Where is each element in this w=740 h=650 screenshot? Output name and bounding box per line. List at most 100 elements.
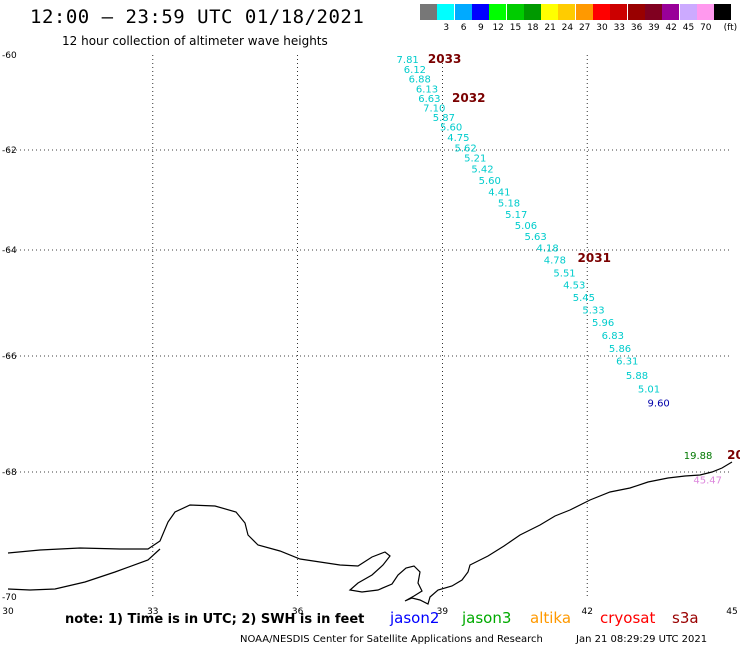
- latitude-tick-label: -66: [2, 352, 17, 362]
- wave-height-observation: 6.83: [602, 331, 624, 342]
- wave-height-observation: 4.18: [537, 244, 559, 255]
- wave-height-observation: 9.60: [648, 398, 670, 409]
- scale-label: 21: [544, 23, 556, 33]
- wave-height-observation: 6.31: [616, 357, 638, 368]
- wave-height-observation: 5.42: [471, 165, 493, 176]
- wave-height-observation: 4.41: [488, 188, 510, 199]
- wave-height-observation: 7.81: [397, 55, 419, 66]
- wave-height-observation: 5.06: [515, 221, 537, 232]
- scale-swatch: [523, 4, 541, 20]
- wave-height-observation: 5.96: [592, 318, 614, 329]
- latitude-tick-label: -68: [2, 468, 17, 478]
- pass-time-label: 20: [727, 448, 740, 462]
- wave-height-observation: 7.10: [423, 103, 445, 114]
- wave-height-observation: 5.51: [553, 268, 575, 279]
- scale-label: 39: [648, 23, 660, 33]
- wave-height-observation: 45.47: [693, 476, 722, 487]
- scale-label: 24: [561, 23, 574, 33]
- latitude-tick-label: -64: [2, 246, 17, 256]
- longitude-tick-label: 39: [437, 607, 449, 617]
- wave-height-observation: 5.21: [464, 154, 486, 165]
- longitude-tick-label: 45: [726, 607, 737, 617]
- wave-height-observation: 6.88: [409, 74, 431, 85]
- scale-swatch: [489, 4, 507, 20]
- wave-height-observation: 5.01: [638, 384, 660, 395]
- longitude-tick-label: 36: [292, 607, 304, 617]
- wave-height-observation: 4.75: [447, 133, 469, 144]
- scale-label: 30: [596, 23, 608, 33]
- wave-height-observation: 5.18: [498, 199, 520, 210]
- wave-height-observation: 5.62: [454, 144, 476, 155]
- scale-label: 3: [443, 23, 450, 33]
- wave-height-observation: 5.60: [440, 123, 462, 134]
- map-footer: NOAA/NESDIS Center for Satellite Applica…: [240, 634, 737, 645]
- credit-text: NOAA/NESDIS Center for Satellite Applica…: [240, 634, 543, 645]
- scale-unit: (ft): [723, 23, 738, 33]
- wave-height-observation: 5.88: [626, 371, 648, 382]
- map-title: 12:00 – 23:59 UTC 01/18/2021: [30, 6, 365, 28]
- wave-height-observation: 6.13: [416, 84, 438, 95]
- scale-swatch: [420, 4, 437, 20]
- wave-height-observation: 5.63: [524, 232, 546, 243]
- pass-time-label: 2033: [428, 52, 461, 66]
- scale-label: 6: [460, 23, 467, 33]
- scale-swatch: [471, 4, 489, 20]
- wave-height-observation: 4.53: [563, 280, 585, 291]
- wave-height-observation: 19.88: [684, 451, 713, 462]
- wave-height-observation: 5.60: [479, 176, 501, 187]
- scale-swatch: [437, 4, 455, 20]
- mission-legend-item: altika: [530, 609, 572, 627]
- scale-swatch: [662, 4, 680, 20]
- timestamp-text: Jan 21 08:29:29 UTC 2021: [576, 634, 708, 645]
- scale-label: 33: [613, 23, 626, 33]
- map-subtitle: 12 hour collection of altimeter wave hei…: [62, 34, 328, 48]
- scale-swatch: [610, 4, 628, 20]
- scale-label: 12: [492, 23, 504, 33]
- longitude-tick-label: 42: [581, 607, 592, 617]
- scale-swatch: [627, 4, 645, 20]
- mission-legend-item: s3a: [672, 609, 699, 627]
- latitude-tick-label: -62: [2, 146, 17, 156]
- latitude-tick-label: -60: [2, 51, 17, 61]
- scale-label: 9: [478, 23, 484, 33]
- scale-swatch: [541, 4, 559, 20]
- wave-height-observation: 5.45: [573, 293, 595, 304]
- scale-swatch: [558, 4, 576, 20]
- wave-height-observation: 5.86: [609, 344, 631, 355]
- antarctic-coastline: [7, 461, 733, 605]
- wave-height-observation: 5.33: [582, 305, 604, 316]
- pass-time-label: 2032: [452, 91, 485, 105]
- graticule-grid: [8, 55, 732, 597]
- scale-swatch: [506, 4, 524, 20]
- scale-swatch: [575, 4, 593, 20]
- axis-tick-labels: 30 33 36 39 42 45 -60 -62 -64 -66 -68 -70: [2, 51, 738, 617]
- mission-legend-item: jason2: [390, 609, 440, 627]
- wave-height-observation: 4.78: [544, 256, 566, 267]
- scale-label: 18: [527, 23, 539, 33]
- scale-label: 70: [700, 23, 712, 33]
- scale-swatch: [714, 4, 732, 20]
- mission-legend-item: jason3: [462, 609, 512, 627]
- scale-label: 42: [665, 23, 677, 33]
- longitude-tick-label: 30: [2, 607, 14, 617]
- mission-legend-item: cryosat: [600, 609, 656, 627]
- observations-layer: 7.816.126.886.136.637.105.875.604.755.62…: [397, 55, 722, 487]
- pass-time-label: 2031: [578, 251, 611, 265]
- scale-swatch: [696, 4, 714, 20]
- cycle-labels-layer: 2033 2032 2031 20: [428, 52, 740, 462]
- scale-label: 15: [509, 23, 522, 33]
- scale-swatch: [593, 4, 610, 20]
- scale-label: 45: [682, 23, 695, 33]
- scale-label: 27: [578, 23, 591, 33]
- scale-swatch: [679, 4, 697, 20]
- wave-height-observation: 6.63: [418, 94, 440, 105]
- scale-swatch: [644, 4, 662, 20]
- wave-height-observation: 5.87: [433, 113, 455, 124]
- antarctic-coastline-outer: [7, 548, 161, 591]
- latitude-tick-label: -70: [2, 593, 17, 603]
- wave-height-observation: 5.17: [505, 210, 527, 221]
- wave-height-observation: 6.12: [404, 65, 426, 76]
- map-note: note: 1) Time is in UTC; 2) SWH is in fe…: [65, 612, 365, 627]
- scale-label: 36: [630, 23, 643, 33]
